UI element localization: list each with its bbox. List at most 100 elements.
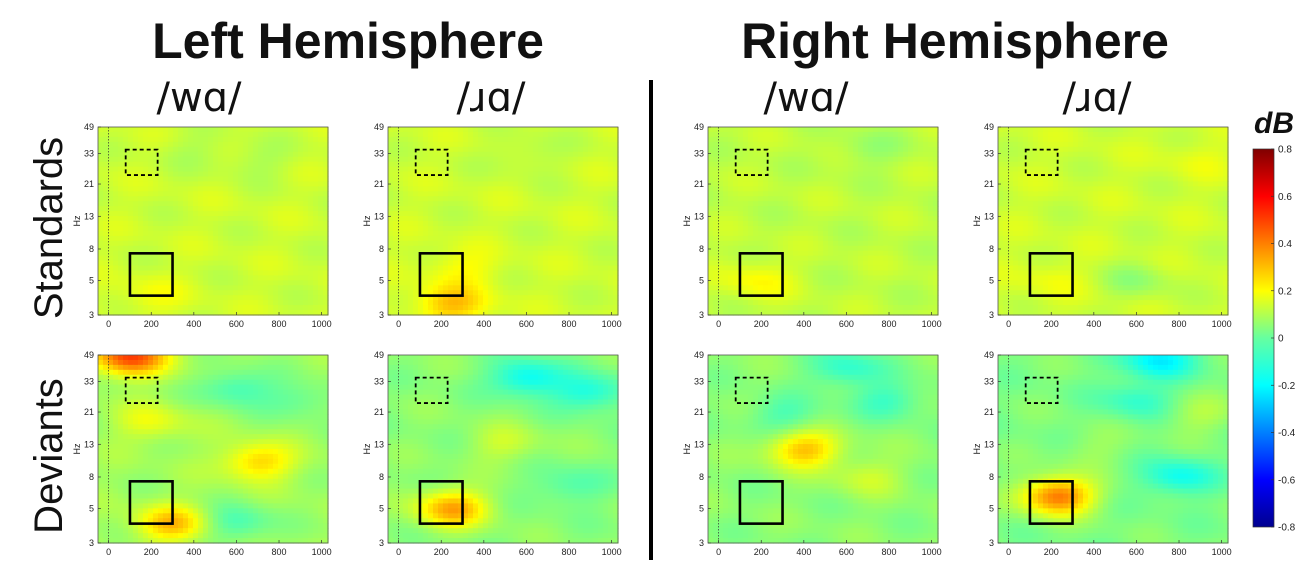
heatmap-cell: [533, 161, 539, 168]
heatmap-cell: [598, 201, 604, 207]
heatmap-cell: [793, 146, 799, 153]
heatmap-cell: [233, 146, 239, 153]
heatmap-cell: [793, 225, 799, 232]
heatmap-cell: [313, 310, 319, 316]
heatmap-cell: [518, 201, 524, 207]
heatmap-cell: [723, 131, 729, 138]
heatmap-cell: [513, 310, 519, 316]
heatmap-cell: [723, 211, 729, 217]
heatmap-cell: [448, 127, 454, 133]
heatmap-cell: [108, 206, 114, 212]
heatmap-cell: [288, 265, 294, 272]
heatmap-cell: [748, 245, 754, 252]
heatmap-cell: [238, 255, 244, 262]
heatmap-cell: [433, 280, 439, 286]
heatmap-cell: [793, 230, 799, 237]
heatmap-cell: [913, 136, 919, 143]
heatmap-cell: [918, 250, 924, 257]
heatmap-cell: [433, 310, 439, 316]
heatmap-cell: [208, 201, 214, 207]
heatmap-cell: [923, 225, 929, 232]
heatmap-cell: [738, 131, 744, 138]
heatmap-cell: [568, 295, 574, 301]
heatmap-cell: [158, 230, 164, 237]
heatmap-cell: [763, 206, 769, 212]
heatmap-cell: [238, 280, 244, 286]
heatmap-cell: [323, 201, 329, 207]
heatmap-cell: [713, 176, 719, 183]
heatmap-cell: [153, 131, 159, 138]
heatmap-cell: [488, 265, 494, 272]
heatmap-cell: [548, 127, 554, 133]
heatmap-cell: [813, 131, 819, 138]
heatmap-cell: [138, 131, 144, 138]
heatmap-cell: [303, 270, 309, 277]
heatmap-cell: [508, 127, 514, 133]
heatmap-cell: [438, 151, 444, 158]
heatmap-cell: [588, 161, 594, 168]
heatmap-cell: [298, 146, 304, 153]
heatmap-cell: [558, 161, 564, 168]
heatmap-cell: [788, 275, 794, 281]
heatmap-cell: [783, 225, 789, 232]
heatmap-cell: [838, 131, 844, 138]
heatmap-cell: [458, 181, 464, 187]
heatmap-cell: [403, 235, 409, 242]
heatmap-cell: [858, 255, 864, 262]
heatmap-cell: [293, 295, 299, 301]
heatmap-cell: [818, 245, 824, 252]
heatmap-cell: [153, 151, 159, 158]
heatmap-cell: [323, 285, 329, 291]
heatmap-cell: [798, 131, 804, 138]
heatmap-cell: [728, 186, 734, 192]
heatmap-cell: [563, 245, 569, 252]
heatmap-cell: [533, 290, 539, 296]
heatmap-cell: [473, 250, 479, 257]
heatmap-cell: [108, 181, 114, 187]
heatmap-cell: [533, 206, 539, 212]
heatmap-cell: [313, 285, 319, 291]
heatmap-cell: [813, 191, 819, 197]
heatmap-cell: [933, 250, 939, 257]
heatmap-cell: [808, 265, 814, 272]
heatmap-cell: [868, 240, 874, 247]
heatmap-cell: [418, 196, 424, 202]
heatmap-cell: [558, 225, 564, 232]
heatmap-cell: [908, 255, 914, 262]
heatmap-cell: [238, 186, 244, 192]
heatmap-cell: [723, 230, 729, 237]
heatmap-cell: [263, 225, 269, 232]
heatmap-cell: [913, 275, 919, 281]
heatmap-cell: [458, 196, 464, 202]
heatmap-cell: [888, 225, 894, 232]
heatmap-cell: [748, 230, 754, 237]
heatmap-cell: [538, 225, 544, 232]
heatmap-cell: [213, 221, 219, 227]
heatmap-cell: [568, 275, 574, 281]
heatmap-cell: [433, 240, 439, 247]
heatmap-cell: [498, 255, 504, 262]
heatmap-cell: [468, 255, 474, 262]
heatmap-cell: [543, 151, 549, 158]
heatmap-cell: [238, 127, 244, 133]
heatmap-cell: [398, 295, 404, 301]
heatmap-cell: [908, 250, 914, 257]
heatmap-cell: [553, 146, 559, 153]
heatmap-cell: [173, 131, 179, 138]
heatmap-cell: [573, 196, 579, 202]
heatmap-cell: [898, 270, 904, 277]
heatmap-cell: [263, 181, 269, 187]
heatmap-cell: [233, 136, 239, 143]
heatmap-cell: [408, 181, 414, 187]
heatmap-cell: [248, 146, 254, 153]
heatmap-cell: [498, 225, 504, 232]
heatmap-cell: [293, 186, 299, 192]
heatmap-cell: [173, 270, 179, 277]
heatmap-cell: [488, 285, 494, 291]
heatmap-cell: [128, 176, 134, 183]
heatmap-cell: [178, 201, 184, 207]
heatmap-cell: [423, 196, 429, 202]
heatmap-cell: [153, 161, 159, 168]
heatmap-cell: [168, 127, 174, 133]
heatmap-cell: [298, 285, 304, 291]
